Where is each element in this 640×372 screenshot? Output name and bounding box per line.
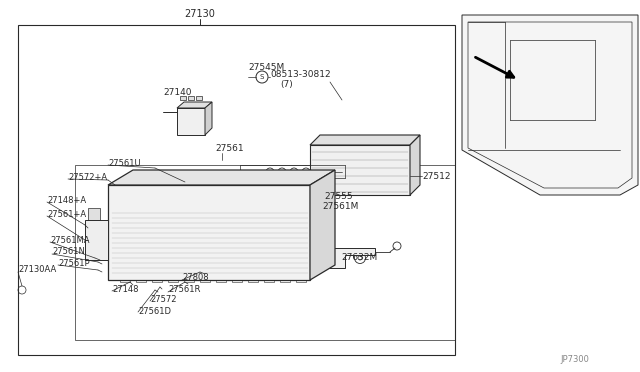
Bar bbox=[216, 275, 226, 282]
Text: 27572: 27572 bbox=[150, 295, 177, 305]
Polygon shape bbox=[318, 248, 375, 268]
Bar bbox=[200, 275, 210, 282]
Text: 27561MA: 27561MA bbox=[50, 235, 90, 244]
Text: 27572+A: 27572+A bbox=[68, 173, 107, 182]
Text: S: S bbox=[260, 74, 264, 80]
Text: 27555: 27555 bbox=[324, 192, 353, 201]
Polygon shape bbox=[310, 145, 410, 195]
Bar bbox=[263, 212, 276, 225]
Bar bbox=[280, 275, 290, 282]
Bar bbox=[196, 96, 202, 100]
Text: 27561P: 27561P bbox=[58, 259, 90, 267]
Text: 27561U: 27561U bbox=[108, 158, 141, 167]
Polygon shape bbox=[177, 102, 212, 108]
Text: JP7300: JP7300 bbox=[560, 356, 589, 365]
Text: 27808: 27808 bbox=[182, 273, 209, 282]
Bar bbox=[227, 212, 240, 225]
Text: 27561N: 27561N bbox=[52, 247, 85, 257]
Bar bbox=[264, 275, 274, 282]
Polygon shape bbox=[177, 108, 205, 135]
Text: 27561R: 27561R bbox=[168, 285, 200, 295]
Text: 27140: 27140 bbox=[163, 87, 191, 96]
Bar bbox=[508, 43, 518, 55]
Text: 27545M: 27545M bbox=[248, 62, 284, 71]
Bar bbox=[248, 275, 258, 282]
Text: 27561: 27561 bbox=[215, 144, 244, 153]
Text: 27561D: 27561D bbox=[138, 307, 171, 315]
Text: (7): (7) bbox=[280, 80, 292, 89]
Polygon shape bbox=[310, 170, 335, 280]
Polygon shape bbox=[205, 102, 212, 135]
Text: 08513-30812: 08513-30812 bbox=[270, 70, 331, 78]
Bar bbox=[191, 212, 204, 225]
Polygon shape bbox=[108, 185, 310, 280]
Bar bbox=[173, 212, 186, 225]
Text: 27632M: 27632M bbox=[341, 253, 377, 263]
Bar bbox=[18, 25, 455, 355]
Bar bbox=[188, 96, 194, 100]
Bar bbox=[508, 79, 518, 91]
Text: 27130: 27130 bbox=[184, 9, 216, 19]
Text: 27512: 27512 bbox=[422, 171, 451, 180]
Polygon shape bbox=[310, 135, 420, 145]
Bar bbox=[508, 61, 518, 73]
Bar bbox=[88, 208, 100, 228]
Text: 27561M: 27561M bbox=[322, 202, 358, 211]
Bar bbox=[245, 212, 258, 225]
Bar bbox=[296, 275, 306, 282]
Text: 27148: 27148 bbox=[112, 285, 138, 295]
Bar bbox=[518, 55, 583, 95]
Bar bbox=[209, 212, 222, 225]
Text: 27561+A: 27561+A bbox=[47, 209, 86, 218]
Polygon shape bbox=[462, 15, 638, 195]
Bar bbox=[168, 275, 178, 282]
Bar bbox=[120, 275, 130, 282]
Bar bbox=[136, 275, 146, 282]
Bar bbox=[184, 275, 194, 282]
Polygon shape bbox=[85, 220, 108, 260]
Text: 27148+A: 27148+A bbox=[47, 196, 86, 205]
Polygon shape bbox=[108, 170, 335, 185]
Text: 27130AA: 27130AA bbox=[18, 266, 56, 275]
Bar bbox=[232, 275, 242, 282]
Polygon shape bbox=[410, 135, 420, 195]
Bar bbox=[152, 275, 162, 282]
Bar bbox=[180, 96, 186, 100]
Bar bbox=[120, 192, 220, 210]
Bar bbox=[598, 157, 618, 175]
Bar bbox=[155, 212, 168, 225]
